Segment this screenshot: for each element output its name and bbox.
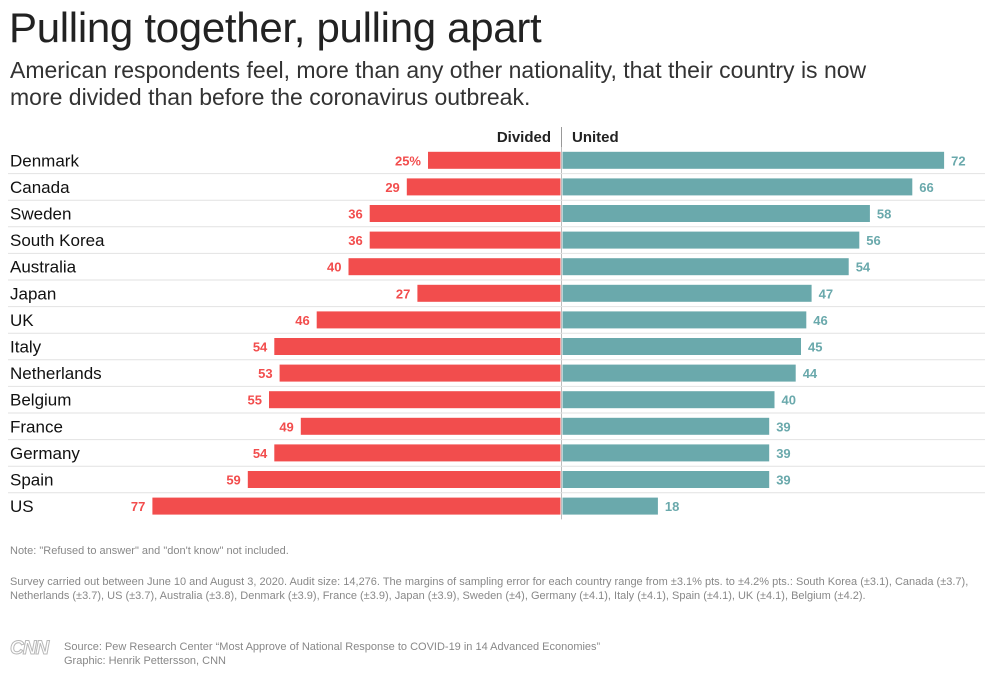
data-label-united: 39 [776, 473, 790, 488]
chart-title: Pulling together, pulling apart [9, 4, 542, 51]
category-label: Japan [10, 284, 56, 303]
bar-divided [369, 205, 561, 222]
credit-text: Graphic: Henrik Pettersson, CNN [64, 655, 226, 667]
category-label: Australia [10, 258, 77, 277]
bar-divided [417, 284, 561, 302]
bar-divided [247, 471, 561, 488]
bar-united [562, 205, 870, 222]
legend-divided: Divided [496, 129, 551, 146]
bar-divided [428, 151, 561, 169]
survey-text: Survey carried out between June 10 and A… [10, 576, 969, 602]
data-label-divided: 54 [253, 446, 268, 461]
bar-united [562, 391, 775, 409]
data-label-united: 54 [856, 260, 871, 275]
category-label: Sweden [10, 205, 71, 224]
bar-divided [274, 338, 561, 355]
category-label: Belgium [10, 391, 71, 410]
data-label-united: 46 [813, 313, 827, 328]
bar-divided [152, 497, 561, 515]
category-label: Denmark [10, 151, 79, 170]
data-label-divided: 36 [348, 207, 362, 222]
data-label-divided: 29 [385, 180, 399, 195]
data-label-divided: 27 [396, 286, 410, 301]
data-label-united: 40 [782, 393, 796, 408]
data-label-united: 44 [803, 366, 818, 381]
bar-divided [300, 417, 561, 435]
data-label-divided: 36 [348, 233, 362, 248]
bar-divided [348, 258, 561, 276]
bar-divided [369, 231, 561, 249]
category-label: UK [10, 311, 34, 330]
data-label-united: 39 [776, 446, 790, 461]
category-label: France [10, 417, 63, 436]
bar-divided [316, 311, 561, 329]
cnn-logo: CNN [9, 638, 49, 660]
category-label: South Korea [10, 231, 105, 250]
data-label-divided: 77 [131, 499, 145, 514]
data-label-divided: 46 [295, 313, 309, 328]
bar-united [562, 497, 658, 515]
bar-united [562, 231, 860, 249]
legend-united: United [572, 129, 619, 146]
data-label-divided: 59 [226, 473, 240, 488]
data-label-united: 58 [877, 207, 891, 222]
bar-united [562, 338, 801, 355]
category-label: Spain [10, 471, 53, 490]
bar-united [562, 444, 770, 462]
bar-divided [279, 364, 561, 382]
bar-united [562, 417, 770, 435]
category-label: Germany [10, 444, 80, 463]
data-label-united: 56 [866, 233, 880, 248]
bar-united [562, 364, 796, 382]
category-label: Italy [10, 338, 42, 357]
category-label: Netherlands [10, 364, 102, 383]
bar-united [562, 311, 807, 329]
bar-united [562, 471, 770, 488]
bar-divided [269, 391, 561, 409]
data-label-divided: 55 [248, 393, 262, 408]
data-label-divided: 53 [258, 366, 272, 381]
category-label: Canada [10, 178, 70, 197]
data-label-united: 45 [808, 340, 822, 355]
bar-united [562, 258, 849, 276]
data-label-divided: 54 [253, 340, 268, 355]
data-label-divided: 25% [395, 153, 421, 168]
source-block: Source: Pew Research Center “Most Approv… [64, 640, 600, 668]
data-label-united: 66 [919, 180, 933, 195]
diverging-bar-chart: Denmark 25% 72 Canada 29 66 Sweden 36 58 South Ko… [8, 147, 985, 520]
bar-united [562, 151, 945, 169]
data-label-divided: 49 [279, 419, 293, 434]
bar-divided [406, 178, 561, 196]
category-label: US [10, 497, 34, 516]
data-label-united: 18 [665, 499, 679, 514]
source-text: Source: Pew Research Center “Most Approv… [64, 641, 601, 653]
header-divider [561, 127, 562, 147]
bar-divided [274, 444, 561, 462]
chart-subtitle: American respondents feel, more than any… [10, 57, 867, 110]
data-label-united: 39 [776, 419, 790, 434]
data-label-united: 72 [951, 153, 965, 168]
note-text: Note: "Refused to answer" and "don't kno… [10, 545, 289, 557]
bar-united [562, 178, 913, 196]
data-label-divided: 40 [327, 260, 341, 275]
data-label-united: 47 [819, 286, 833, 301]
bar-united [562, 284, 812, 302]
